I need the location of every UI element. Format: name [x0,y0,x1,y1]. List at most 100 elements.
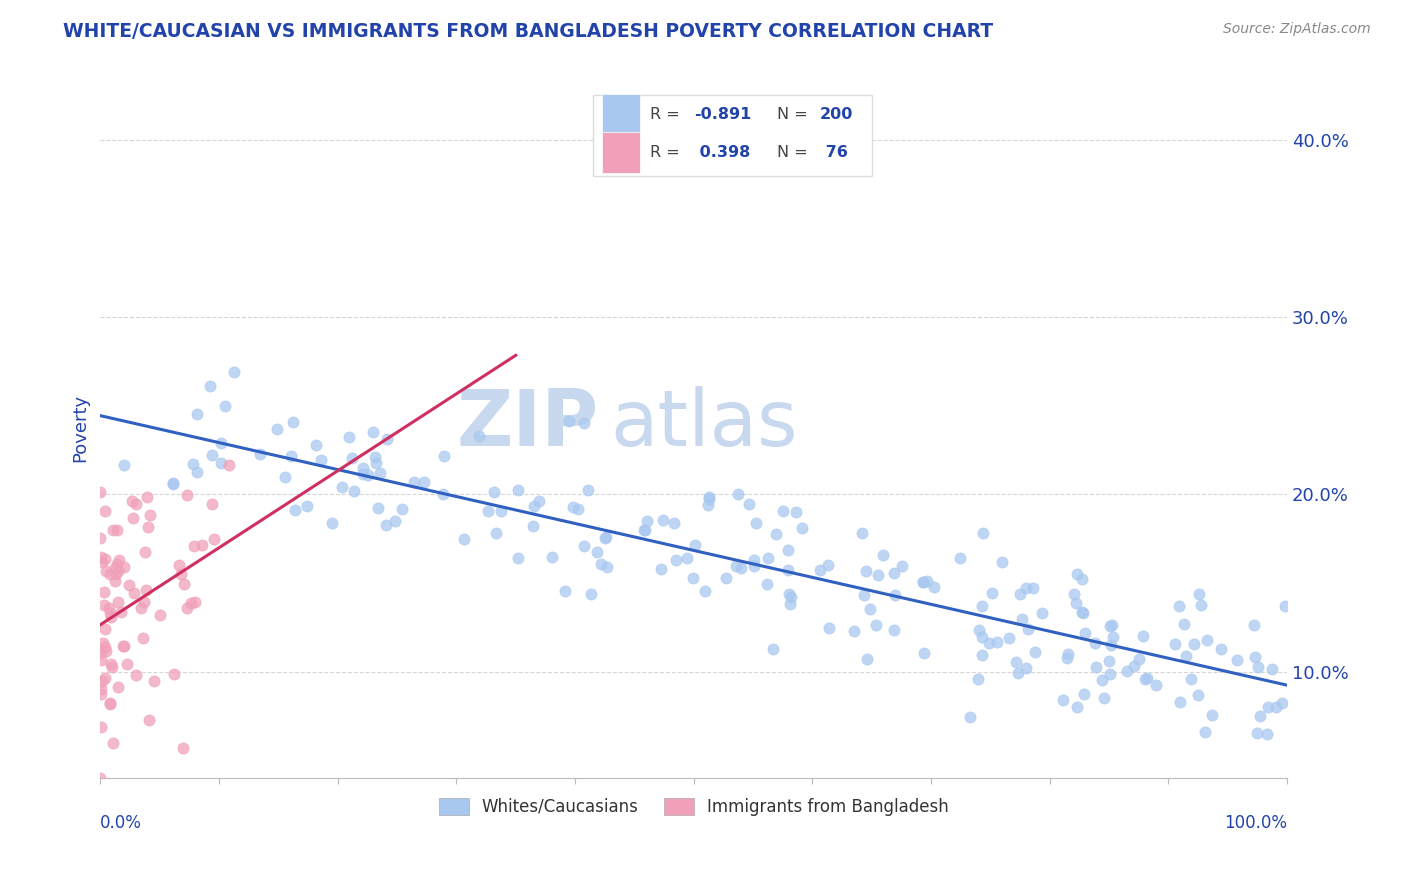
Point [558,414,581,428]
Point [163,666,186,681]
Point [98,601,121,615]
Point [970,648,993,663]
Point [125,497,148,511]
Point [562,500,585,515]
Point [162,476,184,491]
Point [730,561,752,575]
Point [1249,708,1271,723]
Point [1085,660,1108,674]
Point [1102,630,1125,644]
Point [911,574,934,589]
Point [330,480,353,494]
Point [970,599,993,613]
Point [855,652,877,666]
Point [281,415,304,429]
Point [780,590,803,604]
Point [882,624,904,638]
Point [105,567,128,582]
Point [1066,597,1088,611]
Point [122,586,145,600]
Point [375,432,398,446]
Point [699,491,721,506]
Point [413,475,436,489]
Point [121,493,143,508]
Point [693,584,716,599]
Point [104,561,127,575]
Point [101,736,124,750]
Point [1168,695,1191,709]
Point [866,567,889,582]
Text: 100.0%: 100.0% [1225,814,1286,832]
Point [1188,587,1211,601]
Point [468,429,491,443]
Point [94,644,117,658]
Point [744,559,766,574]
Point [1099,638,1122,652]
Point [107,680,129,694]
Text: 0.398: 0.398 [693,145,749,160]
Point [105,557,128,571]
Point [91,636,114,650]
Point [778,543,800,558]
Point [98,567,121,582]
FancyBboxPatch shape [593,95,872,176]
Point [110,605,132,619]
Point [134,544,156,558]
Point [1132,629,1154,643]
Point [1008,586,1031,600]
Point [1271,696,1294,710]
Point [1007,665,1029,680]
Point [554,584,576,599]
Point [778,587,800,601]
Text: 0.0%: 0.0% [100,814,142,832]
Text: R =: R = [650,107,685,122]
Point [352,467,374,482]
Point [183,539,205,553]
Point [453,532,475,546]
Point [567,502,589,516]
Point [581,587,603,601]
Point [844,624,866,638]
Point [891,559,914,574]
Point [89,772,111,786]
Point [1182,637,1205,651]
Point [364,456,387,470]
Point [912,646,935,660]
Point [169,558,191,572]
Point [112,559,135,574]
Point [484,485,506,500]
Point [851,526,873,541]
Point [117,657,139,671]
Point [967,623,990,637]
Point [93,585,115,599]
Point [1194,724,1216,739]
Point [186,408,208,422]
Point [100,657,122,671]
Point [181,457,204,471]
Point [218,458,240,472]
Point [98,696,121,710]
Point [170,566,193,581]
Point [1074,625,1097,640]
Point [249,447,271,461]
Point [1005,655,1028,669]
Point [107,595,129,609]
Point [636,514,658,528]
Point [1256,727,1278,741]
Point [90,549,112,564]
Point [1057,647,1080,661]
Point [883,566,905,580]
Point [979,636,1001,650]
Point [817,558,839,573]
Point [540,550,562,565]
Point [89,484,111,499]
Point [191,538,214,552]
Point [633,524,655,538]
Point [1063,587,1085,601]
Point [91,674,114,689]
Point [186,466,208,480]
Point [101,660,124,674]
Point [1092,690,1115,705]
Point [357,467,380,482]
Point [1098,619,1121,633]
